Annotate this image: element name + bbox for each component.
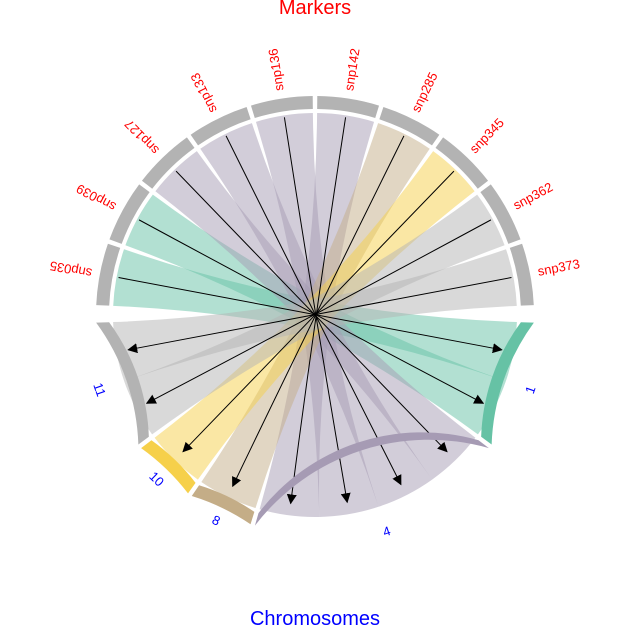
chromosome-label-11: 11 — [90, 381, 109, 399]
link-arrow-snp373 — [127, 277, 512, 354]
link-arrow-snp127 — [175, 170, 448, 453]
marker-sector-snp142 — [317, 96, 380, 119]
marker-label-snp362: snp362 — [511, 179, 556, 212]
marker-sector-snp133 — [190, 106, 251, 146]
marker-label-snp136: snp136 — [265, 48, 286, 92]
chromosome-label-10: 10 — [146, 469, 167, 490]
chromosomes-title: Chromosomes — [250, 608, 380, 630]
marker-sector-snp345 — [435, 137, 489, 189]
marker-sector-snp127 — [141, 137, 195, 189]
marker-sector-snp285 — [379, 106, 440, 146]
chromosome-sector-10 — [141, 440, 196, 494]
chromosome-sector-1 — [481, 322, 534, 445]
chromosome-label-8: 8 — [210, 512, 223, 529]
marker-label-snp285: snp285 — [408, 70, 440, 115]
marker-sector-snp136 — [250, 96, 313, 119]
marker-label-snp345: snp345 — [467, 115, 507, 156]
marker-label-snp039: snp039 — [74, 181, 119, 214]
chromosome-label-4: 4 — [381, 523, 393, 540]
marker-sector-snp035 — [96, 243, 121, 306]
chromosome-sector-11 — [96, 322, 149, 445]
marker-sector-snp373 — [509, 243, 534, 306]
chromosome-sector-8 — [191, 485, 255, 525]
link-arrow-snp362 — [145, 219, 492, 404]
marker-label-snp127: snp127 — [122, 117, 162, 158]
marker-label-snp035: snp035 — [49, 258, 94, 281]
sectors-layer — [96, 96, 534, 526]
marker-label-snp373: snp373 — [536, 256, 581, 279]
marker-sector-snp039 — [109, 184, 150, 244]
marker-sector-snp362 — [480, 184, 521, 244]
markers-title: Markers — [279, 0, 351, 19]
link-arrow-snp035 — [118, 277, 503, 354]
chromosome-sector-4 — [254, 432, 489, 526]
marker-label-snp142: snp142 — [341, 47, 362, 91]
marker-label-snp133: snp133 — [187, 71, 219, 116]
chromosome-label-1: 1 — [522, 384, 539, 396]
